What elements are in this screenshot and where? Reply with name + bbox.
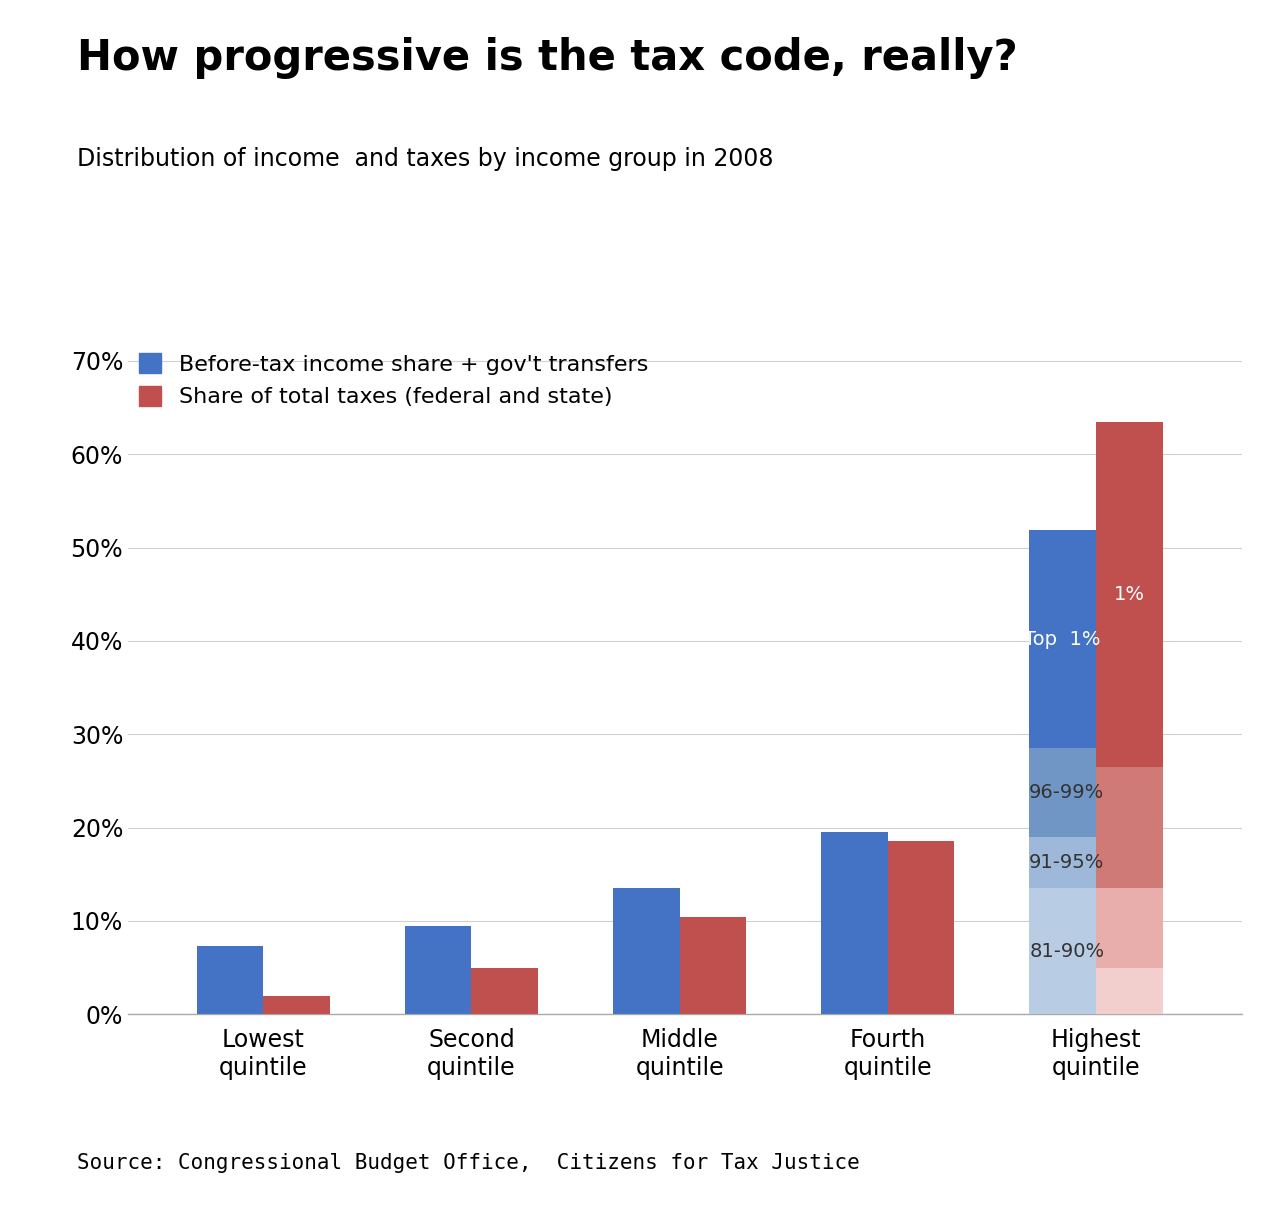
Text: 96-99%: 96-99%	[1029, 783, 1105, 802]
Bar	[613, 888, 680, 1014]
Bar	[1029, 888, 1096, 1014]
Bar	[680, 918, 746, 1014]
Legend: Before-tax income share + gov't transfers, Share of total taxes (federal and sta: Before-tax income share + gov't transfer…	[140, 353, 649, 407]
Bar	[1029, 748, 1096, 837]
Text: Source: Congressional Budget Office,  Citizens for Tax Justice: Source: Congressional Budget Office, Cit…	[77, 1154, 860, 1173]
Bar	[888, 841, 955, 1014]
Bar	[264, 996, 330, 1014]
Bar	[1096, 767, 1162, 888]
Text: Top  1%: Top 1%	[1024, 629, 1101, 649]
Bar	[1096, 422, 1162, 767]
Text: 1%: 1%	[1114, 584, 1144, 604]
Bar	[1096, 888, 1162, 968]
Bar	[1029, 530, 1096, 748]
Text: Distribution of income  and taxes by income group in 2008: Distribution of income and taxes by inco…	[77, 147, 773, 171]
Bar	[1029, 837, 1096, 888]
Bar	[822, 832, 888, 1014]
Bar	[1096, 968, 1162, 1014]
Text: 91-95%: 91-95%	[1029, 853, 1105, 873]
Bar	[197, 946, 264, 1014]
Bar	[404, 925, 471, 1014]
Text: How progressive is the tax code, really?: How progressive is the tax code, really?	[77, 37, 1018, 78]
Text: 81-90%: 81-90%	[1029, 942, 1105, 960]
Bar	[471, 968, 538, 1014]
